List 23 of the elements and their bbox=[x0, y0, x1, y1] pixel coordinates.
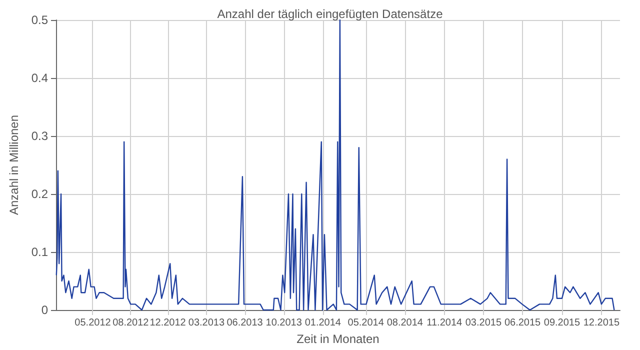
x-tick-label: 03.2013 bbox=[188, 318, 225, 328]
x-tick-label: 12.2015 bbox=[583, 318, 620, 328]
y-tick-label: 0.1 bbox=[31, 245, 48, 259]
y-tick-label: 0.2 bbox=[31, 187, 48, 201]
x-tick-label: 10.2013 bbox=[266, 318, 302, 328]
x-tick-label: 08.2014 bbox=[386, 318, 424, 328]
x-tick-label: 08.2012 bbox=[112, 318, 150, 328]
chart-title: Anzahl der täglich eingefügten Datensätze bbox=[217, 7, 444, 21]
x-tick-label: 03.2015 bbox=[465, 318, 502, 328]
x-tick-label: 06.2013 bbox=[226, 318, 264, 328]
y-axis-title: Anzahl in Millionen bbox=[7, 114, 21, 216]
x-axis-title: Zeit in Monaten bbox=[296, 332, 380, 346]
x-tick-label: 11.2014 bbox=[426, 318, 463, 328]
y-tick-label: 0.4 bbox=[31, 71, 48, 85]
y-tick-label: 0 bbox=[41, 303, 48, 317]
y-tick-label: 0.3 bbox=[31, 129, 48, 143]
x-tick-label: 05.2012 bbox=[74, 318, 112, 328]
y-tick-label: 0.5 bbox=[31, 13, 48, 27]
x-tick-label: 05.2014 bbox=[348, 318, 384, 328]
x-tick-label: 01.2014 bbox=[304, 318, 342, 328]
x-tick-label: 12.2012 bbox=[150, 318, 186, 328]
x-tick-label: 09.2015 bbox=[544, 318, 580, 328]
x-tick-label: 06.2015 bbox=[504, 318, 542, 328]
